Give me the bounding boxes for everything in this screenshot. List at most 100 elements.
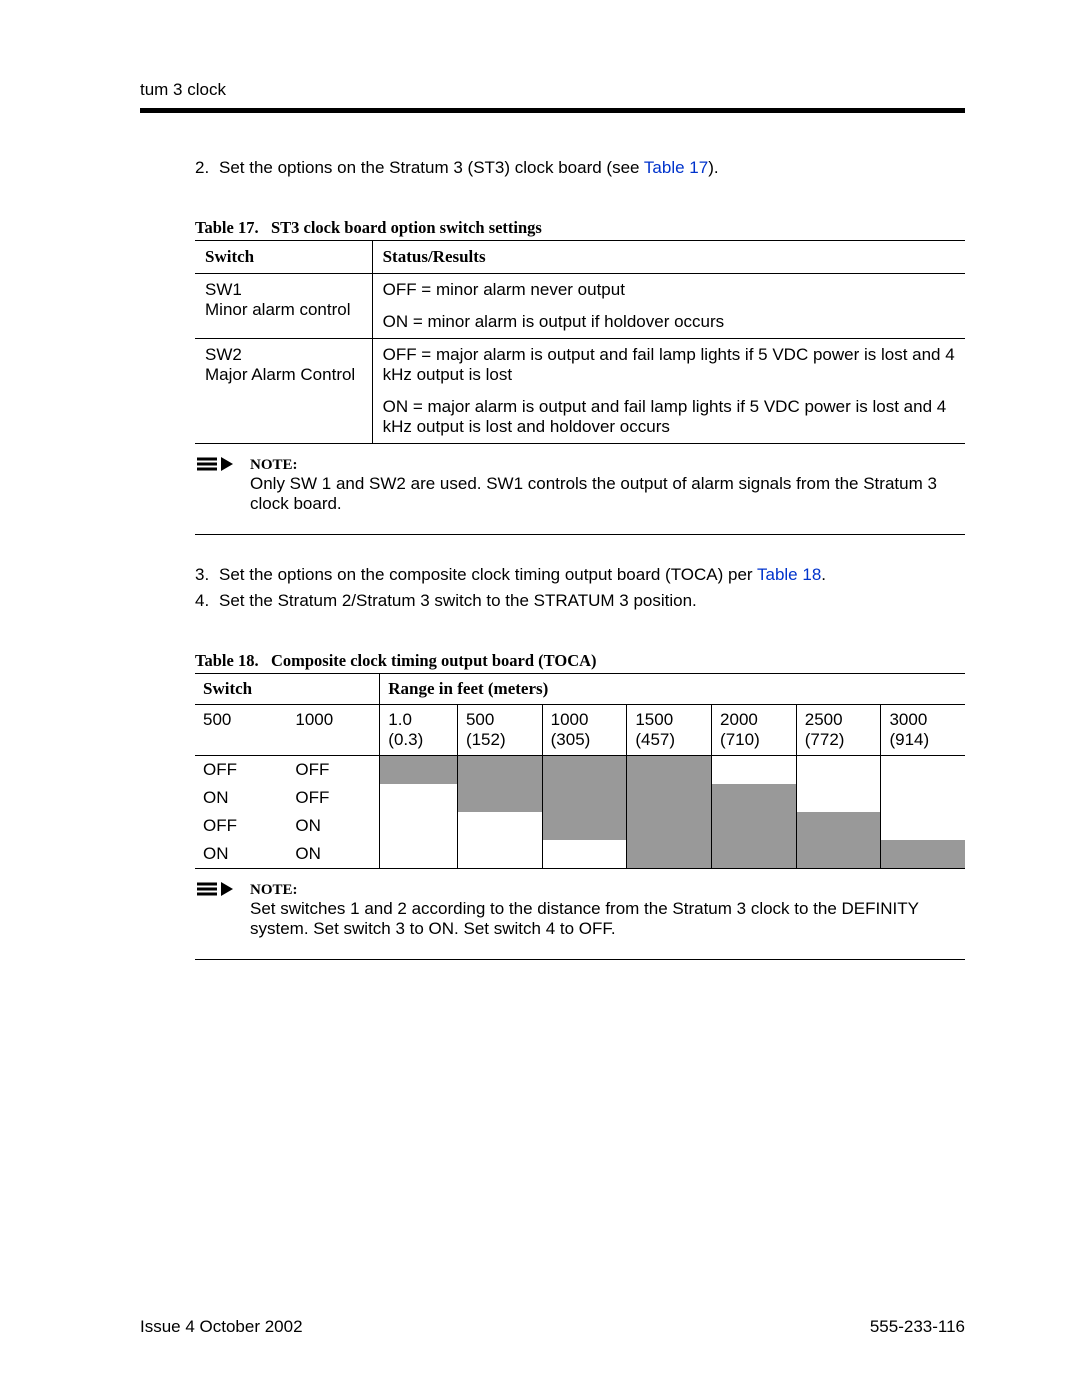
- step-3-pretext: Set the options on the composite clock t…: [219, 565, 757, 584]
- t18-row2-c3: [627, 812, 712, 840]
- step-4-pretext: Set the Stratum 2/Stratum 3 switch to th…: [219, 591, 697, 610]
- note18: NOTE: Set switches 1 and 2 according to …: [195, 879, 965, 939]
- t18-r4b: (710): [720, 730, 760, 749]
- t18-row1-s2: OFF: [287, 784, 379, 812]
- table18-caption: Table 18. Composite clock timing output …: [195, 651, 965, 671]
- table17-row0-swdesc: Minor alarm control: [205, 300, 362, 320]
- step-4: 4. Set the Stratum 2/Stratum 3 switch to…: [195, 591, 965, 611]
- t18-row3-c4: [712, 840, 797, 868]
- table18-head-range: Range in feet (meters): [380, 674, 965, 705]
- table17-head-switch: Switch: [195, 241, 372, 274]
- table17: Switch Status/Results SW1 Minor alarm co…: [195, 241, 965, 443]
- step-2-text: Set the options on the Stratum 3 (ST3) c…: [219, 158, 965, 178]
- table17-row1-r2: ON = major alarm is output and fail lamp…: [372, 391, 965, 443]
- step-3: 3. Set the options on the composite cloc…: [195, 565, 965, 585]
- table17-row1-sw: SW2: [205, 345, 362, 365]
- t18-rangecol-0: 1.0(0.3): [380, 705, 458, 756]
- page-header-fragment: tum 3 clock: [140, 80, 965, 100]
- footer-right: 555-233-116: [870, 1317, 965, 1337]
- t18-row2-c0: [380, 812, 458, 840]
- note18-label: NOTE:: [250, 882, 298, 898]
- t18-row1-c6: [881, 784, 965, 812]
- t18-row3-s2: ON: [287, 840, 379, 868]
- table17-row0-r2: ON = minor alarm is output if holdover o…: [372, 306, 965, 339]
- step-2-link[interactable]: Table 17: [644, 158, 708, 177]
- t18-row3-c3: [627, 840, 712, 868]
- t18-row0-s1: OFF: [195, 756, 287, 785]
- t18-row1-c0: [380, 784, 458, 812]
- t18-swcol-1: 1000: [287, 705, 379, 756]
- table17-caption-label: Table 17.: [195, 218, 259, 237]
- t18-row2-c6: [881, 812, 965, 840]
- t18-rangecol-5: 2500(772): [796, 705, 881, 756]
- t18-row0-c0: [380, 756, 458, 785]
- t18-r6a: 3000: [889, 710, 927, 729]
- t18-row-0: OFF OFF: [195, 756, 965, 785]
- t18-r4a: 2000: [720, 710, 758, 729]
- t18-r0b: (0.3): [388, 730, 423, 749]
- t18-row1-c1: [457, 784, 542, 812]
- note17-icon: [195, 454, 250, 514]
- t18-r0a: 1.0: [388, 710, 412, 729]
- t18-row0-c3: [627, 756, 712, 785]
- table17-row0-switch: SW1 Minor alarm control: [195, 274, 372, 339]
- note17-text: Only SW 1 and SW2 are used. SW1 controls…: [250, 474, 937, 513]
- t18-swcol-0: 500: [195, 705, 287, 756]
- note17-end-rule: [195, 534, 965, 535]
- t18-row1-c2: [542, 784, 627, 812]
- step-2-tail: ).: [708, 158, 718, 177]
- t18-row3-c2: [542, 840, 627, 868]
- t18-row0-c5: [796, 756, 881, 785]
- step-4-text: Set the Stratum 2/Stratum 3 switch to th…: [219, 591, 965, 611]
- table17-caption: Table 17. ST3 clock board option switch …: [195, 218, 965, 238]
- t18-rangecol-1: 500(152): [457, 705, 542, 756]
- t18-r3b: (457): [635, 730, 675, 749]
- t18-row1-c3: [627, 784, 712, 812]
- table18-caption-title: Composite clock timing output board (TOC…: [271, 651, 597, 670]
- table17-row0-r1: OFF = minor alarm never output: [372, 274, 965, 307]
- table18-bottom-rule: [195, 868, 965, 869]
- t18-r5b: (772): [805, 730, 845, 749]
- step-3-link[interactable]: Table 18: [757, 565, 821, 584]
- t18-rangecol-6: 3000(914): [881, 705, 965, 756]
- t18-row1-s1: ON: [195, 784, 287, 812]
- t18-rangecol-3: 1500(457): [627, 705, 712, 756]
- table18-caption-label: Table 18.: [195, 651, 259, 670]
- step-2-number: 2.: [195, 158, 219, 178]
- t18-r6b: (914): [889, 730, 929, 749]
- table17-row1-switch: SW2 Major Alarm Control: [195, 339, 372, 444]
- t18-row2-c4: [712, 812, 797, 840]
- t18-row3-c0: [380, 840, 458, 868]
- step-4-number: 4.: [195, 591, 219, 611]
- t18-row0-c6: [881, 756, 965, 785]
- t18-row2-s2: ON: [287, 812, 379, 840]
- t18-row2-c2: [542, 812, 627, 840]
- t18-row-1: ON OFF: [195, 784, 965, 812]
- t18-row0-s2: OFF: [287, 756, 379, 785]
- t18-r3a: 1500: [635, 710, 673, 729]
- t18-r5a: 2500: [805, 710, 843, 729]
- table17-row1-swdesc: Major Alarm Control: [205, 365, 362, 385]
- t18-row1-c5: [796, 784, 881, 812]
- note17: NOTE: Only SW 1 and SW2 are used. SW1 co…: [195, 454, 965, 514]
- t18-r2a: 1000: [551, 710, 589, 729]
- table17-head-status: Status/Results: [372, 241, 965, 274]
- t18-row0-c1: [457, 756, 542, 785]
- header-rule: [140, 108, 965, 113]
- note18-icon: [195, 879, 250, 939]
- table17-bottom-rule: [195, 443, 965, 444]
- table17-caption-title: ST3 clock board option switch settings: [271, 218, 542, 237]
- t18-row0-c2: [542, 756, 627, 785]
- table17-row0-sw: SW1: [205, 280, 362, 300]
- footer-left: Issue 4 October 2002: [140, 1317, 303, 1337]
- table17-row1-r1: OFF = major alarm is output and fail lam…: [372, 339, 965, 392]
- note18-text: Set switches 1 and 2 according to the di…: [250, 899, 919, 938]
- note17-label: NOTE:: [250, 457, 298, 473]
- note18-end-rule: [195, 959, 965, 960]
- t18-r2b: (305): [551, 730, 591, 749]
- t18-r1b: (152): [466, 730, 506, 749]
- t18-row3-c1: [457, 840, 542, 868]
- step-2: 2. Set the options on the Stratum 3 (ST3…: [195, 158, 965, 178]
- t18-row2-c1: [457, 812, 542, 840]
- step-3-number: 3.: [195, 565, 219, 585]
